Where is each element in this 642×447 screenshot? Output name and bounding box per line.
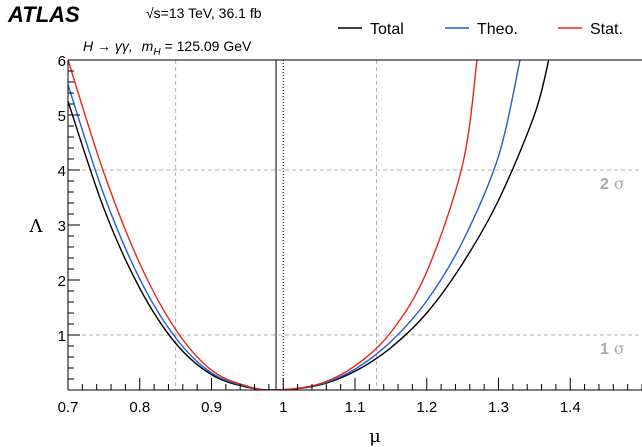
energy-luminosity-label: √s=13 TeV, 36.1 fb — [146, 5, 262, 21]
x-tick-label: 1.3 — [488, 399, 509, 416]
curve-total — [68, 60, 549, 390]
sigma-symbol: σ — [614, 339, 625, 358]
y-axis-title: Λ — [29, 216, 44, 237]
x-tick-label: 1.2 — [416, 399, 437, 416]
y-tick-label: 5 — [58, 108, 66, 125]
legend-label: Total — [370, 21, 404, 38]
x-axis-title: μ — [369, 426, 381, 447]
curve-stat — [68, 60, 477, 390]
y-tick-label: 1 — [58, 328, 66, 345]
legend-label: Stat. — [590, 21, 623, 38]
sigma-symbol: σ — [614, 174, 625, 193]
curve-theo — [68, 60, 520, 390]
mass-symbol: m — [142, 38, 154, 54]
x-tick-label: 0.7 — [58, 399, 79, 416]
mass-subscript: H — [153, 47, 161, 58]
process-label: H → γγ, mH = 125.09 GeV — [83, 38, 252, 58]
reference-lines: 1 σ2 σ — [68, 60, 642, 390]
experiment-label: ATLAS — [7, 2, 80, 27]
legend: Total Theo. Stat. — [338, 21, 623, 38]
process-prefix: H → γγ, — [83, 38, 133, 54]
x-tick-label: 1.4 — [560, 399, 581, 416]
x-tick-label: 1.1 — [345, 399, 366, 416]
legend-label: Theo. — [477, 21, 518, 38]
axis-ticks: 0.7 0.8 0.9 1 1.1 1.2 1.3 1.4 1 2 3 4 5 6 — [58, 53, 642, 416]
y-tick-label: 2 — [58, 273, 66, 290]
y-tick-label: 6 — [58, 53, 66, 70]
x-tick-label: 0.8 — [129, 399, 150, 416]
y-tick-label: 4 — [58, 163, 66, 180]
curves — [68, 60, 549, 390]
x-tick-label: 1 — [279, 399, 287, 416]
y-tick-label: 3 — [58, 218, 66, 235]
sigma-value: 1 — [600, 341, 609, 358]
x-tick-label: 0.9 — [201, 399, 222, 416]
sigma-value: 2 — [600, 176, 609, 193]
mass-value: = 125.09 GeV — [165, 38, 252, 54]
